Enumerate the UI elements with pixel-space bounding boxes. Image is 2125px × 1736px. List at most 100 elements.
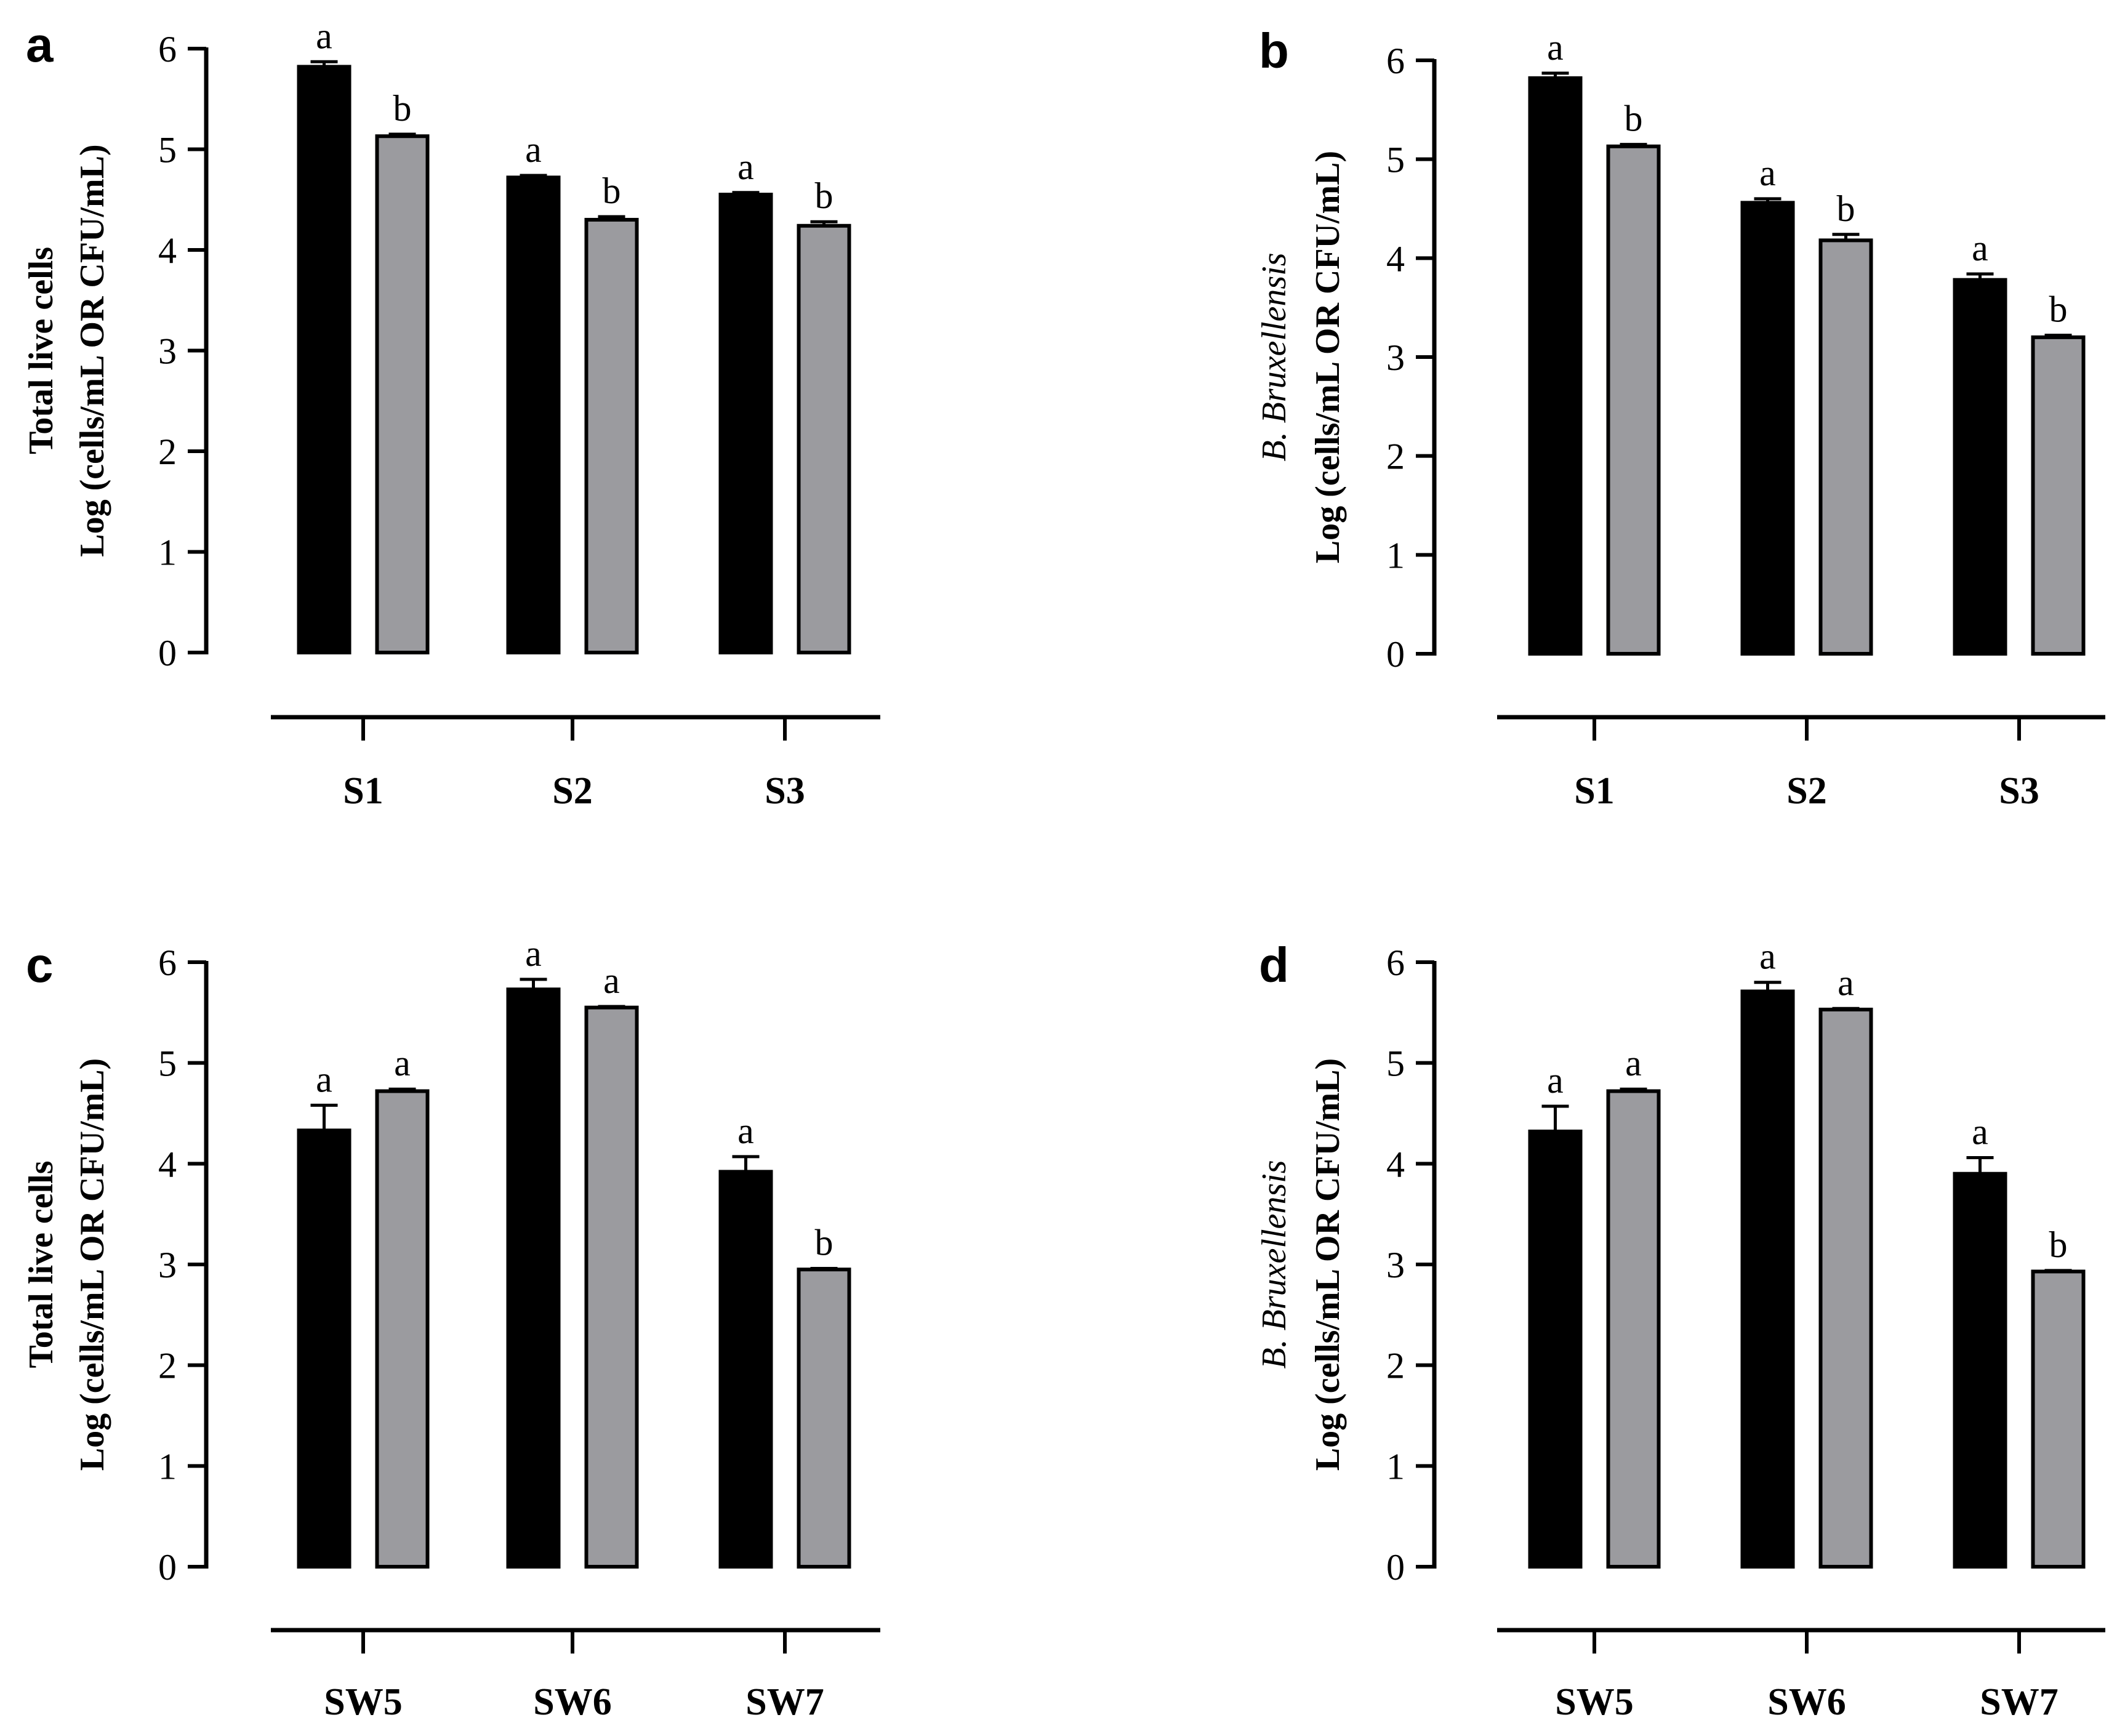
significance-label: a (1838, 962, 1854, 1003)
panel-letter: b (1259, 23, 1289, 78)
bar-s1-series-2 (375, 134, 430, 654)
significance-label: a (1547, 27, 1564, 68)
y-tick-label: 2 (158, 432, 177, 472)
bar-s1-series-1 (297, 65, 351, 655)
y-tick-label: 3 (158, 1245, 177, 1285)
x-tick-label-s3: S3 (1999, 770, 2039, 812)
y-tick-label: 5 (1386, 1043, 1405, 1084)
significance-label: b (2049, 289, 2068, 330)
bar-sw5-series-2 (375, 1089, 430, 1569)
significance-label: a (316, 15, 332, 56)
y-tick-label: 4 (158, 1144, 177, 1184)
bar-s1-series-1 (1528, 76, 1583, 656)
y-tick-label: 1 (158, 1446, 177, 1487)
x-tick-label-sw7: SW7 (1980, 1681, 2058, 1723)
y-tick-label: 5 (158, 1043, 177, 1084)
bar-sw7-series-1 (718, 1170, 773, 1569)
y-tick-label: 0 (1386, 634, 1405, 675)
significance-label: b (1625, 98, 1643, 139)
bar-sw6-series-1 (1740, 989, 1795, 1569)
bar-s3-series-1 (718, 193, 773, 654)
y-tick-label: 3 (158, 331, 177, 372)
bar-s2-series-2 (1818, 238, 1873, 656)
x-tick-label-s2: S2 (1786, 770, 1826, 812)
x-tick-label-s1: S1 (343, 770, 383, 812)
y-tick-label: 4 (1386, 238, 1405, 279)
y-tick-label: 0 (1386, 1547, 1405, 1588)
y-tick-label: 2 (1386, 1346, 1405, 1386)
y-tick-label: 6 (1386, 942, 1405, 983)
y-tick-label: 1 (158, 532, 177, 573)
bar-sw6-series-1 (506, 987, 561, 1569)
y-tick-label: 3 (1386, 1245, 1405, 1285)
y-axis-label-line-2: Log (cells/mL OR CFU/mL) (1309, 1058, 1347, 1471)
x-tick-label-sw5: SW5 (1555, 1681, 1633, 1723)
bar-s2-series-1 (506, 175, 561, 654)
significance-label: b (603, 171, 621, 211)
bar-sw5-series-2 (1606, 1089, 1661, 1569)
y-axis-label-line-1: Total live cells (22, 1160, 60, 1368)
y-tick-label: 2 (1386, 436, 1405, 477)
chart-panel-c: c 0 1 2 3 4 5 6 Total live cells Log (cells/mL OR… (22, 933, 880, 1723)
bar-s3-series-1 (1953, 278, 2007, 656)
significance-label: b (815, 1223, 834, 1263)
bar-sw6-series-2 (584, 1005, 639, 1569)
panel-letter: d (1259, 938, 1289, 992)
significance-label: a (1625, 1043, 1642, 1083)
chart-panel-a: a 0 1 2 3 4 5 6 Total live cells Log (cells/mL OR… (22, 15, 880, 812)
bar-sw5-series-1 (1528, 1129, 1583, 1569)
panel-letter: a (26, 17, 54, 72)
y-tick-label: 1 (1386, 1446, 1405, 1487)
y-tick-label: 6 (158, 29, 177, 70)
significance-label: a (394, 1043, 411, 1083)
significance-label: a (525, 129, 542, 170)
bar-sw7-series-2 (797, 1268, 851, 1569)
significance-label: a (1759, 153, 1776, 193)
y-axis-label-line-2: Log (cells/mL OR CFU/mL) (73, 1058, 111, 1471)
y-axis-label-line-1: B. Bruxellensis (1255, 1160, 1293, 1368)
bar-sw5-series-1 (297, 1128, 351, 1569)
significance-label: a (1759, 936, 1776, 977)
significance-label: b (1837, 188, 1855, 229)
y-axis-label-line-2: Log (cells/mL OR CFU/mL) (73, 144, 111, 557)
y-tick-label: 5 (158, 130, 177, 171)
y-tick-label: 2 (158, 1346, 177, 1386)
bar-s3-series-2 (797, 223, 851, 654)
chart-panel-d: d 0 1 2 3 4 5 6 B. Bruxellensis Log (cells/mL OR … (1255, 936, 2105, 1723)
x-tick-label-s3: S3 (765, 770, 805, 812)
y-tick-label: 0 (158, 1547, 177, 1588)
bar-s1-series-2 (1606, 144, 1661, 656)
bar-s3-series-2 (2031, 335, 2086, 656)
x-tick-label-sw6: SW6 (1767, 1681, 1846, 1723)
y-axis-label-line-1: B. Bruxellensis (1255, 252, 1293, 461)
bar-sw7-series-1 (1953, 1171, 2007, 1569)
significance-label: a (737, 1111, 754, 1151)
chart-panel-b: b 0 1 2 3 4 5 6 B. Bruxellensis Log (cells/mL OR … (1255, 23, 2105, 812)
y-tick-label: 3 (1386, 337, 1405, 378)
significance-label: a (1972, 228, 1988, 268)
x-tick-label-sw5: SW5 (324, 1681, 402, 1723)
panel-letter: c (26, 938, 54, 992)
significance-label: b (815, 175, 834, 216)
x-tick-label-sw6: SW6 (533, 1681, 611, 1723)
x-tick-label-s2: S2 (552, 770, 592, 812)
significance-label: a (603, 960, 620, 1001)
y-tick-label: 1 (1386, 535, 1405, 576)
y-tick-label: 5 (1386, 140, 1405, 180)
y-axis-label-line-2: Log (cells/mL OR CFU/mL) (1309, 151, 1347, 563)
y-tick-label: 6 (1386, 41, 1405, 81)
significance-label: b (393, 88, 412, 129)
bar-s2-series-2 (584, 217, 639, 654)
bar-sw7-series-2 (2031, 1269, 2086, 1569)
bar-s2-series-1 (1740, 201, 1795, 656)
y-tick-label: 6 (158, 942, 177, 983)
significance-label: b (2049, 1224, 2068, 1265)
bar-sw6-series-2 (1818, 1007, 1873, 1569)
y-tick-label: 0 (158, 633, 177, 673)
y-tick-label: 4 (158, 230, 177, 271)
significance-label: a (737, 147, 754, 187)
x-tick-label-s1: S1 (1574, 770, 1614, 812)
y-axis-label-line-1: Total live cells (22, 247, 60, 454)
y-tick-label: 4 (1386, 1144, 1405, 1184)
